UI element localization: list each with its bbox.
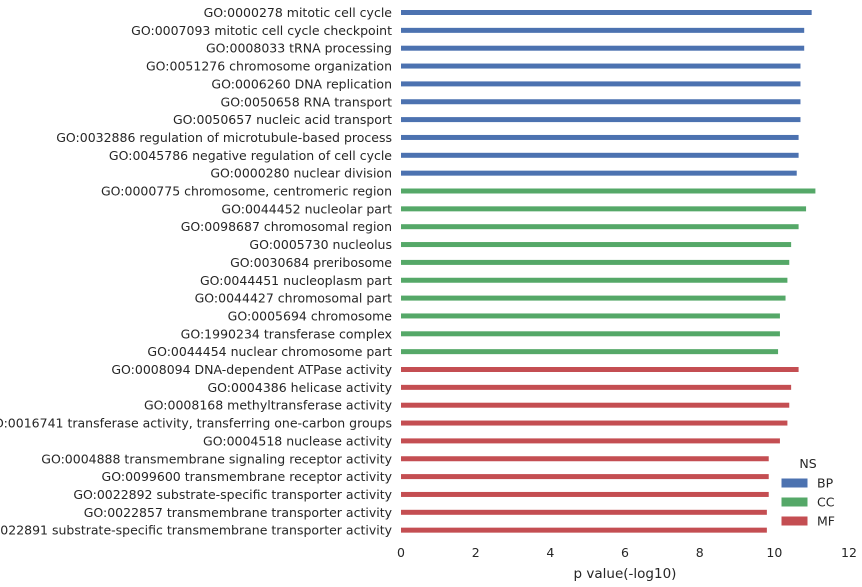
bar-cc-16 — [401, 295, 786, 301]
x-tick-label: 4 — [546, 545, 554, 560]
bar-bp-1 — [401, 27, 805, 33]
legend-label-bp: BP — [817, 476, 834, 491]
category-label: GO:0022857 transmembrane transporter act… — [84, 505, 393, 520]
bar-mf-20 — [401, 367, 799, 372]
x-tick-label: 6 — [621, 545, 629, 560]
bar-cc-11 — [401, 206, 807, 212]
category-label: GO:0000775 chromosome, centromeric regio… — [101, 184, 392, 199]
bar-cc-19 — [401, 349, 779, 355]
bars — [401, 10, 816, 533]
category-label: GO:0044452 nucleolar part — [221, 201, 392, 216]
category-label: GO:0007093 mitotic cell cycle checkpoint — [131, 23, 392, 38]
bar-bp-4 — [401, 81, 801, 87]
category-label: GO:0051276 chromosome organization — [146, 59, 392, 74]
category-label: GO:0000278 mitotic cell cycle — [204, 5, 393, 20]
bar-cc-13 — [401, 242, 792, 248]
bar-mf-26 — [401, 474, 769, 480]
x-axis: p value(-log10) 0 2 4 6 8 10 12 — [397, 545, 857, 582]
bar-cc-10 — [401, 188, 816, 194]
category-label: GO:0006260 DNA replication — [211, 76, 392, 91]
x-axis-title: p value(-log10) — [574, 566, 677, 582]
legend-label-mf: MF — [817, 514, 835, 529]
bar-mf-27 — [401, 491, 769, 497]
bar-bp-0 — [401, 10, 812, 15]
category-label: GO:0050657 nucleic acid transport — [173, 112, 392, 127]
category-label: GO:0008033 tRNA processing — [206, 41, 392, 56]
bar-mf-25 — [401, 456, 769, 462]
category-label: GO:0004386 helicase activity — [207, 380, 392, 395]
legend-swatch-mf — [780, 515, 809, 527]
category-label: GO:0004518 nuclease activity — [203, 433, 393, 448]
category-label: GO:0005694 chromosome — [228, 308, 393, 323]
category-label: GO:0044454 nuclear chromosome part — [147, 344, 392, 359]
bar-cc-12 — [401, 224, 799, 230]
category-label: GO:0045786 negative regulation of cell c… — [109, 148, 392, 163]
category-label: GO:0032886 regulation of microtubule-bas… — [56, 130, 392, 145]
bar-mf-29 — [401, 527, 767, 533]
category-label: GO:0030684 preribosome — [230, 255, 392, 270]
bar-bp-3 — [401, 63, 801, 69]
category-label: GO:0005730 nucleolus — [249, 237, 392, 252]
category-label: GO:1990234 transferase complex — [181, 326, 392, 341]
x-tick-label: 10 — [766, 545, 782, 560]
category-label: GO:0022892 substrate-specific transporte… — [73, 487, 392, 502]
bar-mf-24 — [401, 438, 780, 444]
category-label: GO:0000280 nuclear division — [210, 166, 392, 181]
legend-swatch-bp — [780, 477, 809, 489]
category-label: GO:0099600 transmembrane receptor activi… — [102, 469, 393, 484]
category-label: GO:0008168 methyltransferase activity — [144, 398, 393, 413]
bar-bp-9 — [401, 170, 797, 176]
category-label: GO:0044427 chromosomal part — [195, 291, 392, 306]
category-label: GO:0022891 substrate-specific transmembr… — [0, 523, 393, 538]
category-label: GO:0098687 chromosomal region — [181, 219, 392, 234]
legend-label-cc: CC — [817, 495, 835, 510]
category-label: GO:0016741 transferase activity, transfe… — [0, 416, 392, 431]
x-tick-label: 0 — [397, 545, 405, 560]
bar-mf-21 — [401, 384, 792, 390]
bar-mf-28 — [401, 509, 767, 515]
bar-bp-6 — [401, 117, 801, 123]
bar-cc-15 — [401, 277, 788, 283]
legend-swatch-cc — [780, 496, 809, 508]
bar-cc-17 — [401, 313, 780, 319]
bar-bp-2 — [401, 45, 805, 51]
bar-cc-14 — [401, 259, 790, 265]
legend: NS BP CC MF — [780, 456, 835, 529]
category-label: GO:0044451 nucleoplasm part — [200, 273, 392, 288]
x-tick-label: 2 — [472, 545, 480, 560]
bar-bp-7 — [401, 134, 799, 140]
bar-mf-22 — [401, 402, 790, 408]
legend-title: NS — [799, 456, 816, 471]
category-label: GO:0050658 RNA transport — [221, 94, 393, 109]
x-tick-label: 12 — [841, 545, 857, 560]
category-label: GO:0004888 transmembrane signaling recep… — [41, 451, 392, 466]
category-label: GO:0008094 DNA-dependent ATPase activity — [111, 362, 392, 377]
bar-mf-23 — [401, 420, 788, 426]
bar-cc-18 — [401, 331, 780, 337]
bar-bp-5 — [401, 99, 801, 105]
bar-bp-8 — [401, 152, 799, 158]
x-tick-label: 8 — [696, 545, 704, 560]
category-labels: GO:0000278 mitotic cell cycle GO:0007093 … — [0, 5, 393, 538]
